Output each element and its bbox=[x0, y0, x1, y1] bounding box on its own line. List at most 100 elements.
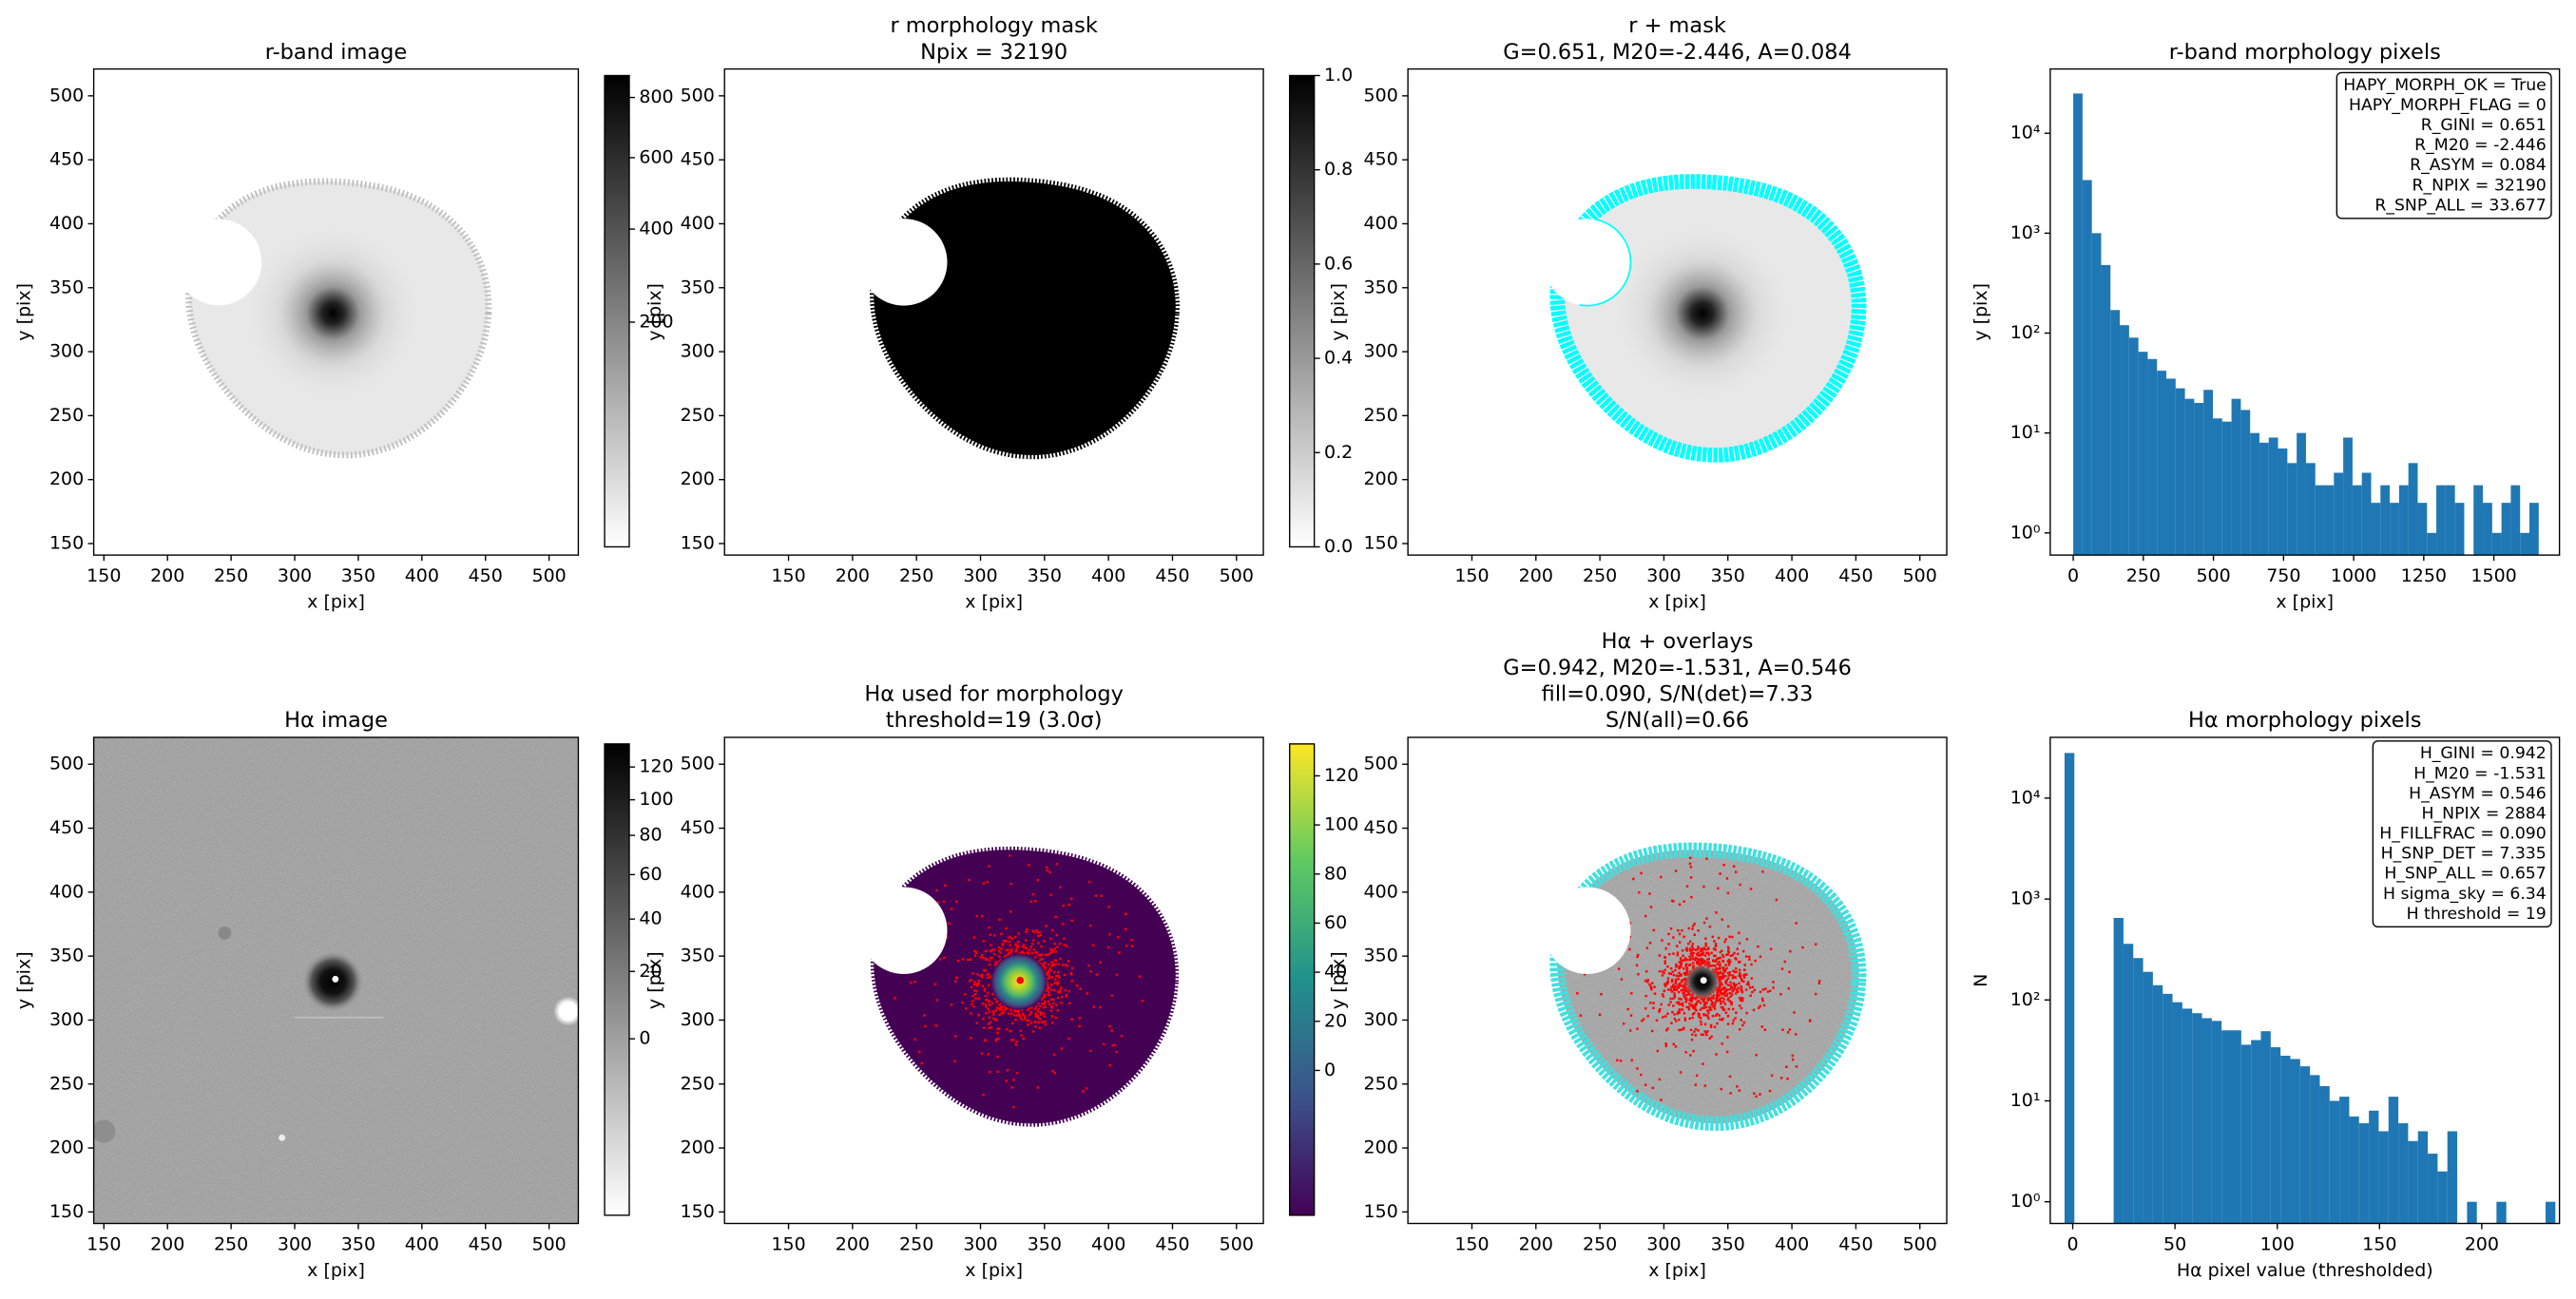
detection-pixel bbox=[1008, 936, 1010, 940]
detection-pixel bbox=[1697, 962, 1701, 965]
detection-pixel bbox=[1089, 970, 1092, 973]
detection-pixel bbox=[984, 1039, 987, 1042]
detection-pixel bbox=[973, 949, 976, 952]
detection-pixel bbox=[1697, 947, 1700, 950]
detection-pixel bbox=[1696, 952, 1699, 955]
bar bbox=[2175, 388, 2185, 556]
detection-pixel bbox=[1056, 990, 1060, 994]
detection-pixel bbox=[1086, 992, 1088, 995]
x-tick-label: 250 bbox=[899, 1233, 933, 1254]
detection-pixel bbox=[1663, 960, 1667, 963]
detection-pixel bbox=[1016, 946, 1019, 949]
detection-pixel bbox=[945, 936, 949, 939]
detection-pixel bbox=[995, 1001, 998, 1003]
detection-pixel bbox=[1780, 967, 1784, 970]
detection-pixel bbox=[1007, 953, 1009, 956]
detection-pixel bbox=[1743, 964, 1746, 966]
detection-pixel bbox=[1113, 1043, 1116, 1047]
detection-pixel bbox=[1729, 981, 1732, 984]
detection-pixel bbox=[1716, 991, 1719, 995]
detection-pixel bbox=[996, 999, 999, 1003]
detection-pixel bbox=[1717, 936, 1721, 940]
detection-pixel bbox=[987, 972, 990, 976]
detection-pixel bbox=[1678, 903, 1682, 907]
detection-pixel bbox=[1666, 983, 1669, 985]
detection-pixel bbox=[1050, 988, 1053, 992]
detection-pixel bbox=[1053, 982, 1057, 984]
detection-pixel bbox=[1052, 970, 1056, 974]
detection-pixel bbox=[1721, 953, 1724, 957]
detection-pixel bbox=[1707, 957, 1710, 961]
detection-pixel bbox=[1721, 1019, 1724, 1022]
detection-pixel bbox=[1709, 1025, 1713, 1028]
detection-pixel bbox=[1723, 975, 1727, 978]
detection-pixel bbox=[1682, 972, 1685, 975]
detection-pixel bbox=[1664, 1042, 1667, 1045]
x-tick-label: 1000 bbox=[2331, 565, 2376, 586]
detection-pixel bbox=[1725, 1050, 1729, 1054]
detection-pixel bbox=[1700, 957, 1703, 961]
detection-pixel bbox=[1590, 967, 1593, 970]
detection-pixel bbox=[1038, 1018, 1042, 1021]
detection-pixel bbox=[1041, 957, 1044, 961]
x-tick-label: 200 bbox=[150, 565, 184, 586]
detection-pixel bbox=[1678, 966, 1682, 969]
detection-pixel bbox=[1027, 864, 1030, 867]
detection-pixel bbox=[1706, 951, 1710, 954]
bar bbox=[2163, 993, 2173, 1224]
detection-pixel bbox=[1723, 941, 1726, 944]
spot bbox=[279, 1134, 286, 1141]
detection-pixel bbox=[1022, 1037, 1025, 1041]
axes-frame bbox=[2049, 736, 2561, 1225]
detection-pixel bbox=[1012, 1079, 1015, 1081]
detection-pixel bbox=[1697, 1000, 1701, 1003]
detection-pixel bbox=[1772, 981, 1775, 984]
detection-pixel bbox=[1042, 996, 1045, 999]
detection-pixel bbox=[1726, 1036, 1729, 1039]
panel-title: G=0.942, M20=-1.531, A=0.546 bbox=[1503, 656, 1852, 680]
detection-pixel bbox=[1726, 984, 1730, 986]
detection-pixel bbox=[1013, 1010, 1017, 1013]
detection-pixel bbox=[1037, 1002, 1040, 1005]
detection-pixel bbox=[1703, 1002, 1706, 1004]
detection-pixel bbox=[1735, 967, 1738, 970]
detection-pixel bbox=[1584, 964, 1587, 967]
x-tick-label: 500 bbox=[1220, 1233, 1254, 1254]
detection-pixel bbox=[1695, 1003, 1698, 1006]
y-tick-label: 200 bbox=[49, 468, 84, 489]
detection-pixel bbox=[1692, 1049, 1695, 1053]
detection-pixel bbox=[1087, 964, 1090, 967]
x-tick-label: 200 bbox=[1519, 1233, 1553, 1254]
detection-pixel bbox=[976, 973, 979, 976]
detection-pixel bbox=[1007, 1012, 1010, 1016]
detection-pixel bbox=[971, 972, 974, 975]
x-tick-label: 450 bbox=[469, 565, 503, 586]
detection-pixel bbox=[1721, 977, 1725, 980]
detection-pixel bbox=[1740, 990, 1744, 994]
detection-pixel bbox=[1699, 1017, 1702, 1020]
detection-pixel bbox=[913, 1038, 916, 1041]
panel: r-band image 150 200 250 300 350 400 450 500 150 2… bbox=[14, 40, 674, 613]
galaxy-edge bbox=[185, 178, 492, 459]
detection-pixel bbox=[1662, 995, 1665, 998]
detection-pixel bbox=[968, 878, 971, 882]
detection-pixel bbox=[1726, 992, 1729, 996]
y-tick-label: 400 bbox=[681, 881, 715, 902]
colorbar-tick-label: 40 bbox=[1324, 962, 1347, 983]
detection-pixel bbox=[934, 1024, 937, 1027]
detection-pixel bbox=[1715, 966, 1718, 970]
y-tick-label: 10⁴ bbox=[2010, 787, 2041, 808]
detection-pixel bbox=[1013, 935, 1017, 939]
detection-pixel bbox=[1673, 995, 1677, 999]
detection-pixel bbox=[1696, 1001, 1699, 1003]
detection-pixel bbox=[1685, 885, 1689, 888]
detection-pixel bbox=[1757, 945, 1759, 948]
detection-pixel bbox=[1690, 998, 1694, 1001]
detection-pixel bbox=[1711, 935, 1714, 939]
detection-pixel bbox=[968, 980, 971, 983]
detection-pixel bbox=[1053, 959, 1057, 962]
y-tick-label: 10³ bbox=[2010, 222, 2041, 243]
x-tick-label: 150 bbox=[1454, 1233, 1489, 1254]
